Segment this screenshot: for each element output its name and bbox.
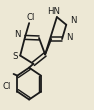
Text: N: N bbox=[15, 30, 21, 39]
Text: Cl: Cl bbox=[2, 82, 11, 91]
Text: HN: HN bbox=[47, 6, 60, 16]
Text: N: N bbox=[66, 33, 73, 42]
Text: N: N bbox=[70, 16, 77, 25]
Text: Cl: Cl bbox=[27, 13, 35, 22]
Text: S: S bbox=[13, 52, 18, 61]
